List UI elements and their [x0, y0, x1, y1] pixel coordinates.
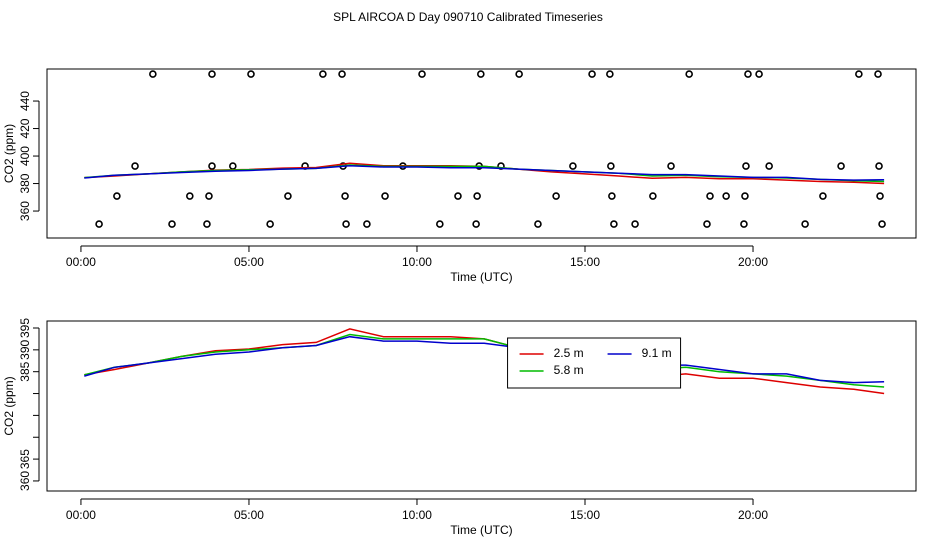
- calibration-point: [875, 162, 883, 170]
- x-tick-label: 00:00: [66, 508, 96, 522]
- calibration-point: [765, 162, 773, 170]
- calibration-point: [284, 192, 292, 200]
- calibration-point: [722, 192, 730, 200]
- calibration-point: [319, 70, 327, 78]
- calibration-point: [363, 220, 371, 228]
- calibration-point: [741, 192, 749, 200]
- calibration-point: [878, 220, 886, 228]
- calibration-point: [341, 192, 349, 200]
- x-tick-label: 10:00: [402, 255, 432, 269]
- calibration-point: [742, 162, 750, 170]
- x-tick-label: 00:00: [66, 255, 96, 269]
- calibration-point: [740, 220, 748, 228]
- calibration-point: [706, 192, 714, 200]
- y-tick-label: 385: [18, 361, 32, 381]
- calibration-point: [703, 220, 711, 228]
- calibration-point: [131, 162, 139, 170]
- x-axis-label: Time (UTC): [450, 523, 512, 537]
- calibration-point: [552, 192, 560, 200]
- y-axis-label: CO2 (ppm): [2, 376, 16, 435]
- calibration-point: [837, 162, 845, 170]
- calibration-point: [186, 192, 194, 200]
- calibration-point: [649, 192, 657, 200]
- legend-label: 2.5 m: [554, 346, 584, 360]
- calibration-point: [454, 192, 462, 200]
- legend-label: 9.1 m: [642, 346, 672, 360]
- y-tick-label: 360: [18, 201, 32, 221]
- calibration-point: [610, 220, 618, 228]
- x-tick-label: 20:00: [738, 255, 768, 269]
- series-line: [84, 335, 885, 384]
- calibration-point: [876, 192, 884, 200]
- y-tick-label: 440: [18, 91, 32, 111]
- calibration-point: [247, 70, 255, 78]
- calibration-point: [588, 70, 596, 78]
- calibration-point: [534, 220, 542, 228]
- legend-box: [507, 337, 682, 389]
- calibration-point: [631, 220, 639, 228]
- y-tick-label: 360: [18, 471, 32, 491]
- y-axis-label: CO2 (ppm): [2, 124, 16, 183]
- y-tick-label: 365: [18, 449, 32, 469]
- calibration-point: [606, 70, 614, 78]
- calibration-point: [855, 70, 863, 78]
- calibration-point: [418, 70, 426, 78]
- calibration-point: [381, 192, 389, 200]
- y-tick-label: 420: [18, 118, 32, 138]
- calibration-point: [149, 70, 157, 78]
- calibration-point: [208, 162, 216, 170]
- calibration-point: [95, 220, 103, 228]
- calibration-point: [667, 162, 675, 170]
- calibration-point: [744, 70, 752, 78]
- series-line: [84, 164, 885, 181]
- calibration-point: [473, 192, 481, 200]
- calibration-point: [608, 192, 616, 200]
- x-tick-label: 05:00: [234, 255, 264, 269]
- calibration-point: [205, 192, 213, 200]
- calibration-point: [819, 192, 827, 200]
- calibration-point: [874, 70, 882, 78]
- plot-frame: [46, 320, 917, 492]
- calibration-point: [515, 70, 523, 78]
- calibration-point: [208, 70, 216, 78]
- calibration-point: [472, 220, 480, 228]
- plot-frame: [46, 68, 917, 239]
- x-tick-label: 15:00: [570, 508, 600, 522]
- calibration-point: [338, 70, 346, 78]
- x-tick-label: 05:00: [234, 508, 264, 522]
- x-tick-label: 20:00: [738, 508, 768, 522]
- calibration-point: [229, 162, 237, 170]
- calibration-point: [342, 220, 350, 228]
- x-tick-label: 15:00: [570, 255, 600, 269]
- chart-title: SPL AIRCOA D Day 090710 Calibrated Times…: [333, 10, 603, 24]
- calibration-point: [203, 220, 211, 228]
- y-tick-label: 400: [18, 146, 32, 166]
- calibration-point: [607, 162, 615, 170]
- calibration-point: [436, 220, 444, 228]
- legend-label: 5.8 m: [554, 363, 584, 377]
- x-tick-label: 10:00: [402, 508, 432, 522]
- x-axis-label: Time (UTC): [450, 270, 512, 284]
- calibration-point: [755, 70, 763, 78]
- calibration-point: [801, 220, 809, 228]
- calibration-point: [266, 220, 274, 228]
- calibration-point: [569, 162, 577, 170]
- y-tick-label: 395: [18, 318, 32, 338]
- calibration-point: [113, 192, 121, 200]
- calibration-point: [685, 70, 693, 78]
- y-tick-label: 390: [18, 340, 32, 360]
- calibration-point: [168, 220, 176, 228]
- calibration-point: [477, 70, 485, 78]
- y-tick-label: 380: [18, 173, 32, 193]
